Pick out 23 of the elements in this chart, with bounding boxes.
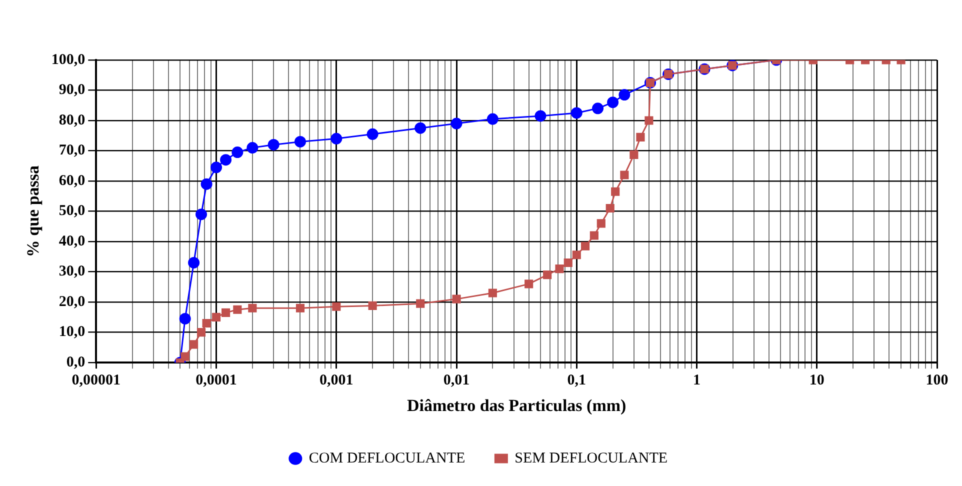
y-tick-label: 20,0 bbox=[58, 294, 86, 310]
x-tick-label: 0,01 bbox=[443, 372, 470, 388]
y-tick-label: 80,0 bbox=[58, 112, 86, 128]
x-tick-label: 0,001 bbox=[320, 372, 354, 388]
x-tick-label: 1 bbox=[693, 372, 701, 388]
y-tick-label: 60,0 bbox=[58, 172, 86, 189]
y-tick-label: 40,0 bbox=[58, 233, 86, 250]
y-tick-label: 30,0 bbox=[58, 264, 86, 280]
legend-label: COM DEFLOCULANTE bbox=[308, 450, 466, 466]
y-tick-label: 50,0 bbox=[58, 203, 86, 220]
x-tick-label: 0,00001 bbox=[72, 372, 121, 388]
y-tick-label: 0,0 bbox=[66, 354, 86, 370]
x-tick-label: 100 bbox=[926, 372, 948, 388]
y-tick-label: 100,0 bbox=[51, 52, 86, 68]
x-tick-label: 0,1 bbox=[567, 372, 586, 388]
y-axis-title: % que passa bbox=[24, 164, 43, 258]
x-tick-label: 10 bbox=[809, 372, 824, 388]
legend-label: SEM DEFLOCULANTE bbox=[514, 450, 668, 466]
x-axis-title: Diâmetro das Particulas (mm) bbox=[406, 396, 626, 416]
y-tick-label: 10,0 bbox=[58, 324, 86, 340]
x-tick-label: 0,0001 bbox=[196, 372, 237, 388]
y-tick-label: 70,0 bbox=[58, 142, 86, 159]
y-tick-label: 90,0 bbox=[58, 82, 86, 98]
